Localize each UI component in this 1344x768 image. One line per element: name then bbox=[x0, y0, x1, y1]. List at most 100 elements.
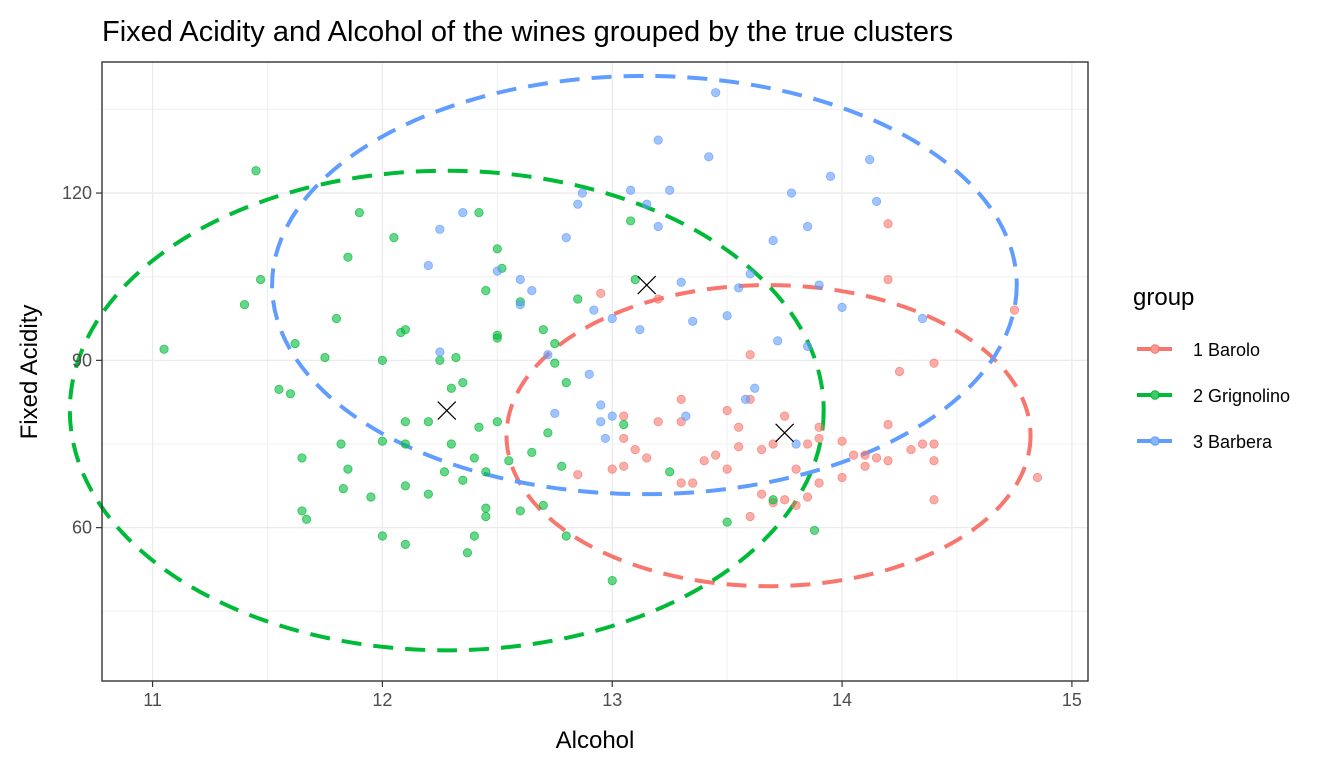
point-1-barolo bbox=[745, 350, 755, 360]
point-3-barbera bbox=[665, 185, 675, 195]
point-3-barbera bbox=[435, 224, 445, 234]
point-1-barolo bbox=[607, 464, 617, 474]
point-1-barolo bbox=[642, 453, 652, 463]
point-3-barbera bbox=[653, 135, 663, 145]
legend-label: 3 Barbera bbox=[1193, 432, 1273, 452]
point-2-grignolino bbox=[338, 484, 348, 494]
point-2-grignolino bbox=[469, 531, 479, 541]
point-1-barolo bbox=[596, 288, 606, 299]
point-3-barbera bbox=[626, 185, 636, 195]
point-3-barbera bbox=[435, 347, 445, 357]
point-2-grignolino bbox=[492, 417, 502, 427]
point-2-grignolino bbox=[451, 352, 461, 363]
point-1-barolo bbox=[883, 274, 893, 285]
point-2-grignolino bbox=[768, 495, 778, 505]
point-3-barbera bbox=[871, 196, 882, 207]
point-2-grignolino bbox=[619, 419, 629, 430]
point-1-barolo bbox=[676, 478, 686, 488]
point-2-grignolino bbox=[320, 352, 330, 363]
point-3-barbera bbox=[865, 154, 875, 165]
point-1-barolo bbox=[894, 366, 905, 377]
point-2-grignolino bbox=[331, 313, 342, 324]
point-3-barbera bbox=[837, 302, 847, 312]
point-3-barbera bbox=[596, 417, 606, 427]
x-axis-ticks: 11 12 13 14 15 bbox=[143, 681, 1082, 710]
point-3-barbera bbox=[704, 152, 714, 162]
legend-label: 2 Grignolino bbox=[1193, 386, 1290, 406]
point-2-grignolino bbox=[550, 339, 560, 349]
point-1-barolo bbox=[883, 419, 893, 430]
point-1-barolo bbox=[734, 422, 744, 432]
ellipse-2-grignolino bbox=[67, 168, 826, 653]
ellipse-1-barolo bbox=[504, 283, 1033, 589]
centroid-stroke bbox=[775, 423, 795, 443]
point-1-barolo bbox=[883, 219, 893, 229]
x-tick-label: 14 bbox=[832, 690, 852, 710]
point-2-grignolino bbox=[255, 274, 266, 285]
data-points bbox=[159, 88, 1043, 586]
ellipse-3-barbera bbox=[270, 73, 1019, 497]
y-axis-ticks: 60 90 120 bbox=[62, 183, 102, 538]
point-1-barolo bbox=[757, 444, 767, 455]
legend-key-point bbox=[1150, 436, 1160, 446]
point-2-grignolino bbox=[354, 207, 365, 218]
legend-entry-3-barbera: 3 Barbera bbox=[1137, 432, 1273, 452]
x-tick-label: 12 bbox=[372, 690, 392, 710]
point-3-barbera bbox=[596, 400, 606, 410]
legend-label: 1 Barolo bbox=[1193, 340, 1260, 360]
point-1-barolo bbox=[653, 294, 663, 304]
point-3-barbera bbox=[577, 188, 587, 198]
point-2-grignolino bbox=[481, 503, 491, 513]
point-2-grignolino bbox=[515, 506, 525, 516]
point-2-grignolino bbox=[722, 517, 732, 527]
point-2-grignolino bbox=[458, 475, 468, 485]
point-2-grignolino bbox=[159, 344, 169, 354]
point-1-barolo bbox=[929, 439, 939, 449]
point-1-barolo bbox=[768, 439, 778, 449]
point-3-barbera bbox=[722, 311, 732, 321]
point-3-barbera bbox=[584, 369, 594, 379]
point-1-barolo bbox=[699, 456, 709, 466]
legend: group 1 Barolo 2 Grignolino 3 Barbera bbox=[1133, 284, 1290, 452]
point-2-grignolino bbox=[462, 548, 473, 558]
point-2-grignolino bbox=[492, 333, 502, 343]
point-2-grignolino bbox=[423, 417, 433, 427]
point-1-barolo bbox=[711, 450, 721, 460]
point-2-grignolino bbox=[400, 417, 410, 427]
point-2-grignolino bbox=[343, 252, 353, 262]
point-1-barolo bbox=[573, 470, 583, 480]
point-3-barbera bbox=[423, 260, 433, 271]
point-2-grignolino bbox=[573, 294, 583, 304]
point-1-barolo bbox=[1009, 305, 1020, 315]
point-2-grignolino bbox=[458, 378, 468, 388]
point-3-barbera bbox=[515, 274, 525, 285]
point-3-barbera bbox=[550, 408, 560, 418]
point-2-grignolino bbox=[481, 511, 491, 522]
point-1-barolo bbox=[722, 405, 732, 416]
point-3-barbera bbox=[750, 383, 760, 393]
point-1-barolo bbox=[653, 417, 663, 427]
point-3-barbera bbox=[600, 433, 610, 444]
x-tick-label: 11 bbox=[143, 690, 162, 710]
point-3-barbera bbox=[802, 221, 813, 232]
point-3-barbera bbox=[589, 305, 599, 315]
point-2-grignolino bbox=[474, 422, 484, 432]
point-2-grignolino bbox=[630, 274, 640, 285]
legend-key-point bbox=[1150, 390, 1160, 400]
point-3-barbera bbox=[635, 325, 645, 335]
point-2-grignolino bbox=[400, 325, 410, 335]
y-tick-label: 90 bbox=[72, 350, 92, 370]
point-3-barbera bbox=[773, 336, 783, 346]
point-1-barolo bbox=[814, 478, 824, 488]
plot-border bbox=[101, 61, 1089, 682]
x-axis-title: Alcohol bbox=[556, 727, 635, 754]
point-2-grignolino bbox=[336, 439, 346, 449]
point-1-barolo bbox=[814, 433, 824, 444]
legend-key-point bbox=[1150, 344, 1160, 354]
point-2-grignolino bbox=[297, 506, 307, 516]
x-tick-label: 13 bbox=[602, 690, 622, 710]
point-2-grignolino bbox=[446, 383, 456, 393]
point-3-barbera bbox=[917, 313, 928, 324]
cluster-ellipses bbox=[67, 73, 1033, 653]
